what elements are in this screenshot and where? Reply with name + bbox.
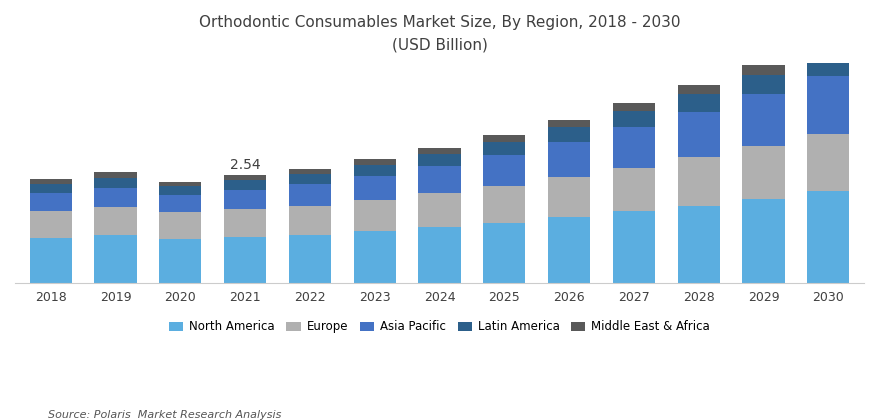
Bar <box>353 176 395 200</box>
Bar <box>289 174 331 184</box>
Bar <box>353 200 395 231</box>
Bar <box>612 111 654 127</box>
Bar <box>612 103 654 111</box>
Bar <box>677 158 719 205</box>
Bar <box>612 168 654 211</box>
Bar <box>224 210 266 237</box>
Bar <box>547 142 589 177</box>
Legend: North America, Europe, Asia Pacific, Latin America, Middle East & Africa: North America, Europe, Asia Pacific, Lat… <box>164 316 714 338</box>
Bar <box>418 193 460 227</box>
Bar <box>159 213 201 239</box>
Bar <box>547 127 589 142</box>
Bar <box>483 142 525 155</box>
Bar <box>94 207 136 235</box>
Bar <box>94 188 136 207</box>
Bar <box>806 134 848 192</box>
Bar <box>353 165 395 176</box>
Bar <box>742 75 784 94</box>
Bar <box>483 155 525 186</box>
Bar <box>483 186 525 223</box>
Bar <box>418 227 460 283</box>
Bar <box>30 193 72 211</box>
Bar <box>547 120 589 127</box>
Bar <box>224 190 266 210</box>
Bar <box>612 127 654 168</box>
Bar <box>418 147 460 154</box>
Bar <box>159 195 201 213</box>
Bar <box>30 179 72 184</box>
Bar <box>806 44 848 55</box>
Bar <box>806 55 848 76</box>
Bar <box>418 154 460 166</box>
Bar <box>289 168 331 174</box>
Bar <box>94 235 136 283</box>
Bar <box>742 199 784 283</box>
Bar <box>483 223 525 283</box>
Bar <box>30 211 72 238</box>
Bar <box>159 182 201 186</box>
Bar <box>806 76 848 134</box>
Bar <box>289 184 331 205</box>
Bar <box>224 237 266 283</box>
Bar <box>547 217 589 283</box>
Bar <box>30 238 72 283</box>
Title: Orthodontic Consumables Market Size, By Region, 2018 - 2030
(USD Billion): Orthodontic Consumables Market Size, By … <box>198 15 680 52</box>
Bar <box>94 173 136 178</box>
Text: 2.54: 2.54 <box>229 158 260 172</box>
Bar <box>677 112 719 158</box>
Text: Source: Polaris  Market Research Analysis: Source: Polaris Market Research Analysis <box>48 410 282 420</box>
Bar <box>289 235 331 283</box>
Bar <box>418 166 460 193</box>
Bar <box>612 211 654 283</box>
Bar <box>289 205 331 235</box>
Bar <box>159 186 201 195</box>
Bar <box>353 159 395 165</box>
Bar <box>353 231 395 283</box>
Bar <box>742 65 784 75</box>
Bar <box>742 146 784 199</box>
Bar <box>224 176 266 180</box>
Bar <box>742 94 784 146</box>
Bar <box>30 184 72 193</box>
Bar <box>224 180 266 190</box>
Bar <box>677 85 719 94</box>
Bar <box>94 178 136 188</box>
Bar <box>677 94 719 112</box>
Bar <box>806 192 848 283</box>
Bar <box>483 135 525 142</box>
Bar <box>159 239 201 283</box>
Bar <box>547 177 589 217</box>
Bar <box>677 205 719 283</box>
